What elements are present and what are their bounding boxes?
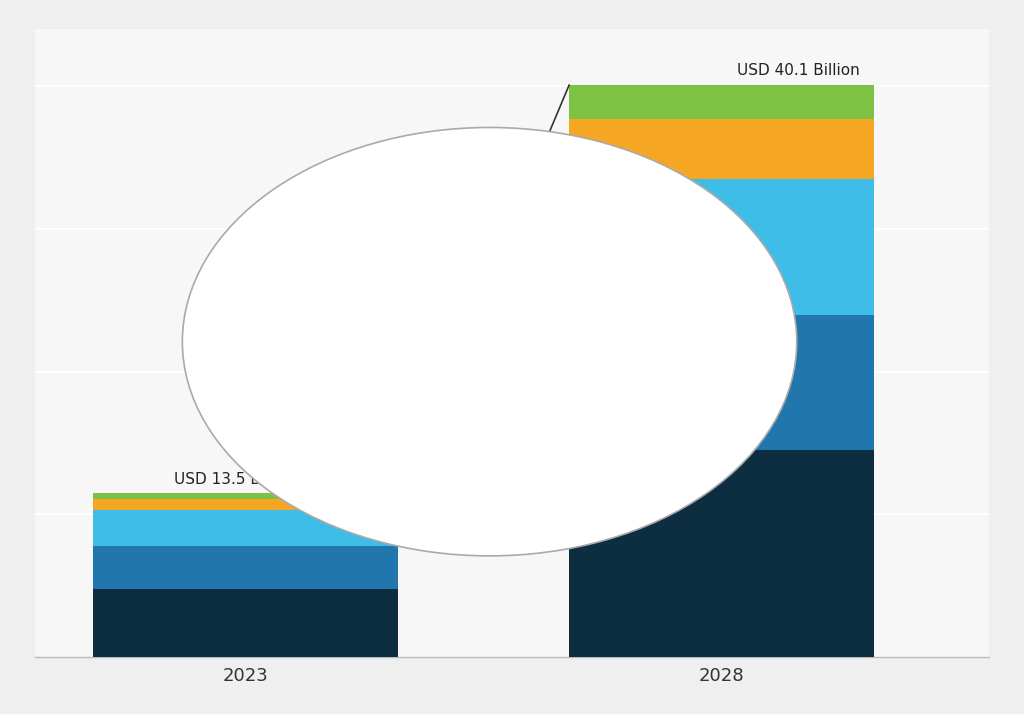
Bar [92, 498, 397, 510]
Bar [569, 85, 874, 119]
Bar [569, 179, 874, 315]
Text: USD 40.1 Billion: USD 40.1 Billion [736, 63, 859, 78]
Bar [569, 315, 874, 450]
Bar [92, 493, 397, 498]
Bar [92, 510, 397, 545]
Text: 24.3%
CAGR: 24.3% CAGR [449, 306, 490, 336]
Text: USD 13.5 Billion: USD 13.5 Billion [174, 472, 297, 487]
Bar [92, 588, 397, 657]
Bar [92, 545, 397, 588]
Bar [569, 119, 874, 179]
Bar [569, 450, 874, 657]
